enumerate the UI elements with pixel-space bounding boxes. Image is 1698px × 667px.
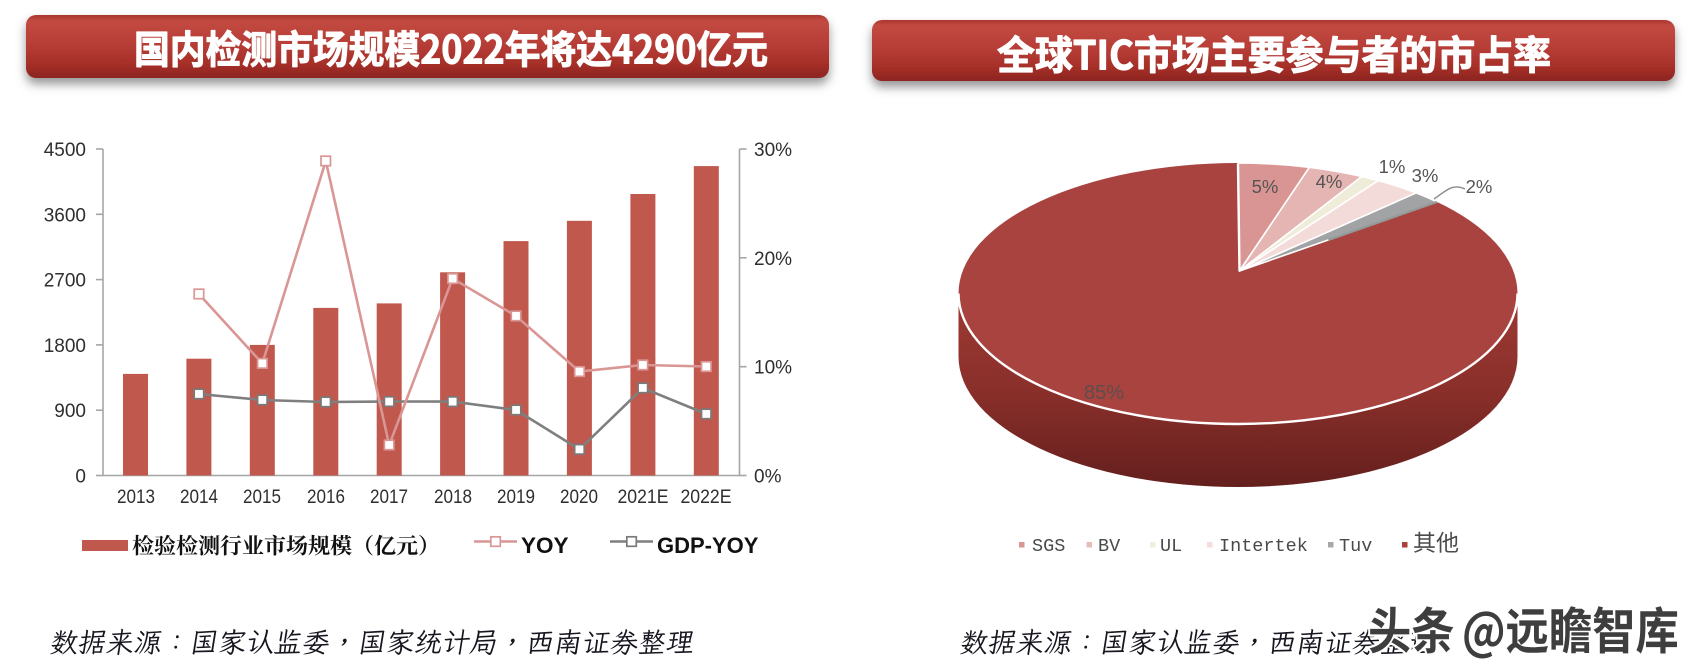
- svg-text:Tuv: Tuv: [1339, 536, 1372, 557]
- svg-text:2700: 2700: [44, 271, 86, 292]
- svg-text:1800: 1800: [44, 336, 86, 357]
- svg-text:2020: 2020: [560, 486, 598, 508]
- svg-text:900: 900: [54, 401, 86, 422]
- svg-text:UL: UL: [1160, 536, 1182, 557]
- svg-text:2013: 2013: [117, 486, 155, 508]
- svg-text:SGS: SGS: [1032, 536, 1065, 557]
- svg-text:2%: 2%: [1466, 176, 1493, 197]
- svg-text:5%: 5%: [1252, 176, 1279, 197]
- svg-text:1%: 1%: [1379, 156, 1406, 177]
- svg-text:30%: 30%: [754, 140, 792, 161]
- svg-text:0: 0: [75, 467, 86, 488]
- svg-text:10%: 10%: [754, 358, 792, 379]
- svg-text:2022E: 2022E: [681, 486, 732, 508]
- svg-text:2014: 2014: [180, 486, 218, 508]
- svg-text:2018: 2018: [434, 486, 472, 508]
- svg-text:85%: 85%: [1084, 382, 1124, 404]
- svg-text:2021E: 2021E: [618, 486, 669, 508]
- svg-text:2017: 2017: [370, 486, 408, 508]
- svg-text:GDP-YOY: GDP-YOY: [657, 533, 759, 558]
- svg-text:2015: 2015: [243, 486, 281, 508]
- svg-text:Intertek: Intertek: [1219, 536, 1308, 557]
- svg-text:2019: 2019: [497, 486, 535, 508]
- svg-text:20%: 20%: [754, 249, 792, 270]
- svg-text:0%: 0%: [754, 467, 782, 488]
- svg-text:4%: 4%: [1316, 171, 1343, 192]
- svg-text:3%: 3%: [1412, 165, 1439, 186]
- svg-text:2016: 2016: [307, 486, 345, 508]
- svg-text:BV: BV: [1098, 536, 1120, 557]
- svg-text:4500: 4500: [44, 140, 86, 161]
- svg-text:YOY: YOY: [521, 533, 569, 558]
- svg-text:3600: 3600: [44, 205, 86, 226]
